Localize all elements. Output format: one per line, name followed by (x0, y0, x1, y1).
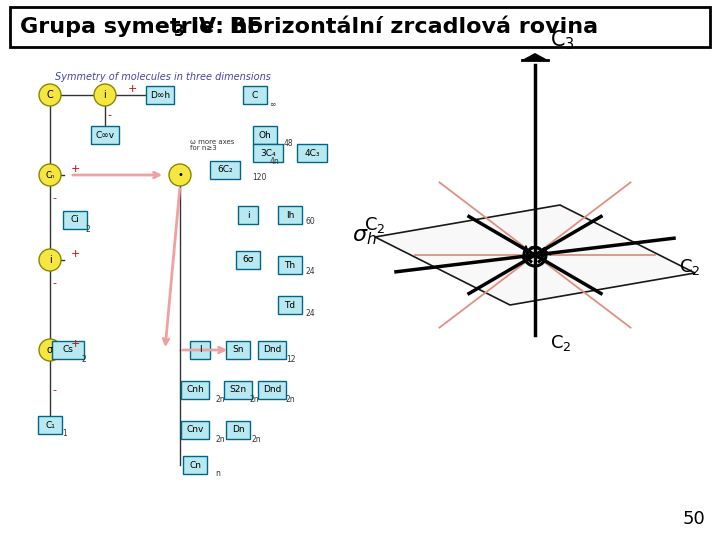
Text: Cₙ: Cₙ (45, 171, 55, 179)
FancyBboxPatch shape (10, 7, 710, 47)
Text: 6σ: 6σ (242, 255, 253, 265)
FancyBboxPatch shape (38, 416, 62, 434)
Text: -: - (107, 110, 111, 120)
Text: C$_2$: C$_2$ (679, 257, 701, 277)
FancyBboxPatch shape (226, 341, 250, 359)
Text: •: • (177, 170, 183, 180)
FancyBboxPatch shape (181, 421, 209, 439)
Text: 3: 3 (174, 24, 184, 39)
Text: -: - (52, 193, 56, 203)
Polygon shape (375, 205, 695, 305)
FancyBboxPatch shape (258, 341, 286, 359)
Text: Dn: Dn (232, 426, 244, 435)
Text: 2: 2 (82, 354, 86, 363)
FancyBboxPatch shape (278, 256, 302, 274)
FancyBboxPatch shape (297, 144, 327, 162)
Text: C: C (47, 90, 53, 100)
Text: ω more axes
for n≥3: ω more axes for n≥3 (190, 138, 235, 152)
Text: $\sigma_h$: $\sigma_h$ (352, 227, 377, 247)
Circle shape (39, 249, 61, 271)
Text: Dnd: Dnd (263, 346, 282, 354)
FancyBboxPatch shape (258, 381, 286, 399)
Text: n: n (215, 469, 220, 478)
Text: Sn: Sn (233, 346, 244, 354)
Text: 2n: 2n (250, 395, 260, 403)
Text: 120: 120 (252, 172, 266, 181)
FancyBboxPatch shape (181, 381, 209, 399)
Text: 6C₂: 6C₂ (217, 165, 233, 174)
Text: 24: 24 (305, 309, 315, 319)
Text: Cnh: Cnh (186, 386, 204, 395)
FancyBboxPatch shape (183, 456, 207, 474)
Text: 4n: 4n (270, 158, 280, 166)
Text: 4C₃: 4C₃ (305, 148, 320, 158)
FancyBboxPatch shape (238, 206, 258, 224)
Text: Th: Th (284, 260, 296, 269)
Text: C: C (252, 91, 258, 99)
Text: Symmetry of molecules in three dimensions: Symmetry of molecules in three dimension… (55, 72, 271, 82)
Text: C∞v: C∞v (96, 131, 114, 139)
Text: 50: 50 (683, 510, 705, 528)
Text: 48: 48 (284, 139, 294, 148)
Text: Td: Td (284, 300, 296, 309)
Text: +: + (71, 249, 80, 259)
Text: -: - (52, 278, 56, 288)
Text: Grupa symetrie  BF: Grupa symetrie BF (20, 17, 262, 37)
Text: 2n: 2n (252, 435, 261, 443)
Circle shape (169, 164, 191, 186)
Text: 2: 2 (86, 225, 91, 233)
Text: 12: 12 (286, 354, 295, 363)
Text: i: i (247, 211, 249, 219)
Text: 3C₄: 3C₄ (260, 148, 276, 158)
Text: +: + (71, 339, 80, 349)
FancyBboxPatch shape (63, 211, 87, 229)
Polygon shape (522, 53, 548, 60)
Circle shape (94, 84, 116, 106)
Text: +: + (71, 164, 80, 174)
Text: Dnd: Dnd (263, 386, 282, 395)
Text: -: - (52, 385, 56, 395)
Text: Ci: Ci (71, 215, 79, 225)
Text: S2n: S2n (230, 386, 246, 395)
Text: Cn: Cn (189, 461, 201, 469)
Circle shape (39, 339, 61, 361)
Text: C₁: C₁ (45, 421, 55, 429)
Text: i: i (104, 90, 107, 100)
Text: σ: σ (47, 345, 53, 355)
Text: 60: 60 (305, 218, 315, 226)
FancyBboxPatch shape (236, 251, 260, 269)
FancyBboxPatch shape (146, 86, 174, 104)
FancyBboxPatch shape (253, 126, 277, 144)
FancyBboxPatch shape (243, 86, 267, 104)
Text: IV: horizontální zrcadlová rovina: IV: horizontální zrcadlová rovina (183, 17, 598, 37)
Text: C$_3$: C$_3$ (550, 28, 575, 52)
Text: Cnv: Cnv (186, 426, 204, 435)
Circle shape (39, 164, 61, 186)
FancyBboxPatch shape (226, 421, 250, 439)
Text: C$_2$: C$_2$ (550, 333, 572, 353)
Text: Ih: Ih (286, 211, 294, 219)
FancyBboxPatch shape (278, 206, 302, 224)
FancyBboxPatch shape (190, 341, 210, 359)
Text: Oh: Oh (258, 131, 271, 139)
Text: C$_2$: C$_2$ (364, 215, 386, 235)
FancyBboxPatch shape (278, 296, 302, 314)
Text: I: I (199, 346, 202, 354)
Text: ∞: ∞ (269, 99, 275, 109)
Text: 2n: 2n (215, 395, 225, 403)
Text: 2n: 2n (286, 395, 296, 403)
FancyBboxPatch shape (210, 161, 240, 179)
FancyBboxPatch shape (224, 381, 252, 399)
Text: 1: 1 (62, 429, 67, 438)
Text: D∞h: D∞h (150, 91, 170, 99)
Circle shape (39, 84, 61, 106)
Text: i: i (49, 255, 51, 265)
Text: 24: 24 (305, 267, 315, 276)
Text: +: + (127, 84, 137, 94)
Text: Cs: Cs (63, 346, 73, 354)
FancyBboxPatch shape (91, 126, 119, 144)
FancyBboxPatch shape (253, 144, 283, 162)
Text: 2n: 2n (215, 435, 225, 443)
FancyBboxPatch shape (52, 341, 84, 359)
